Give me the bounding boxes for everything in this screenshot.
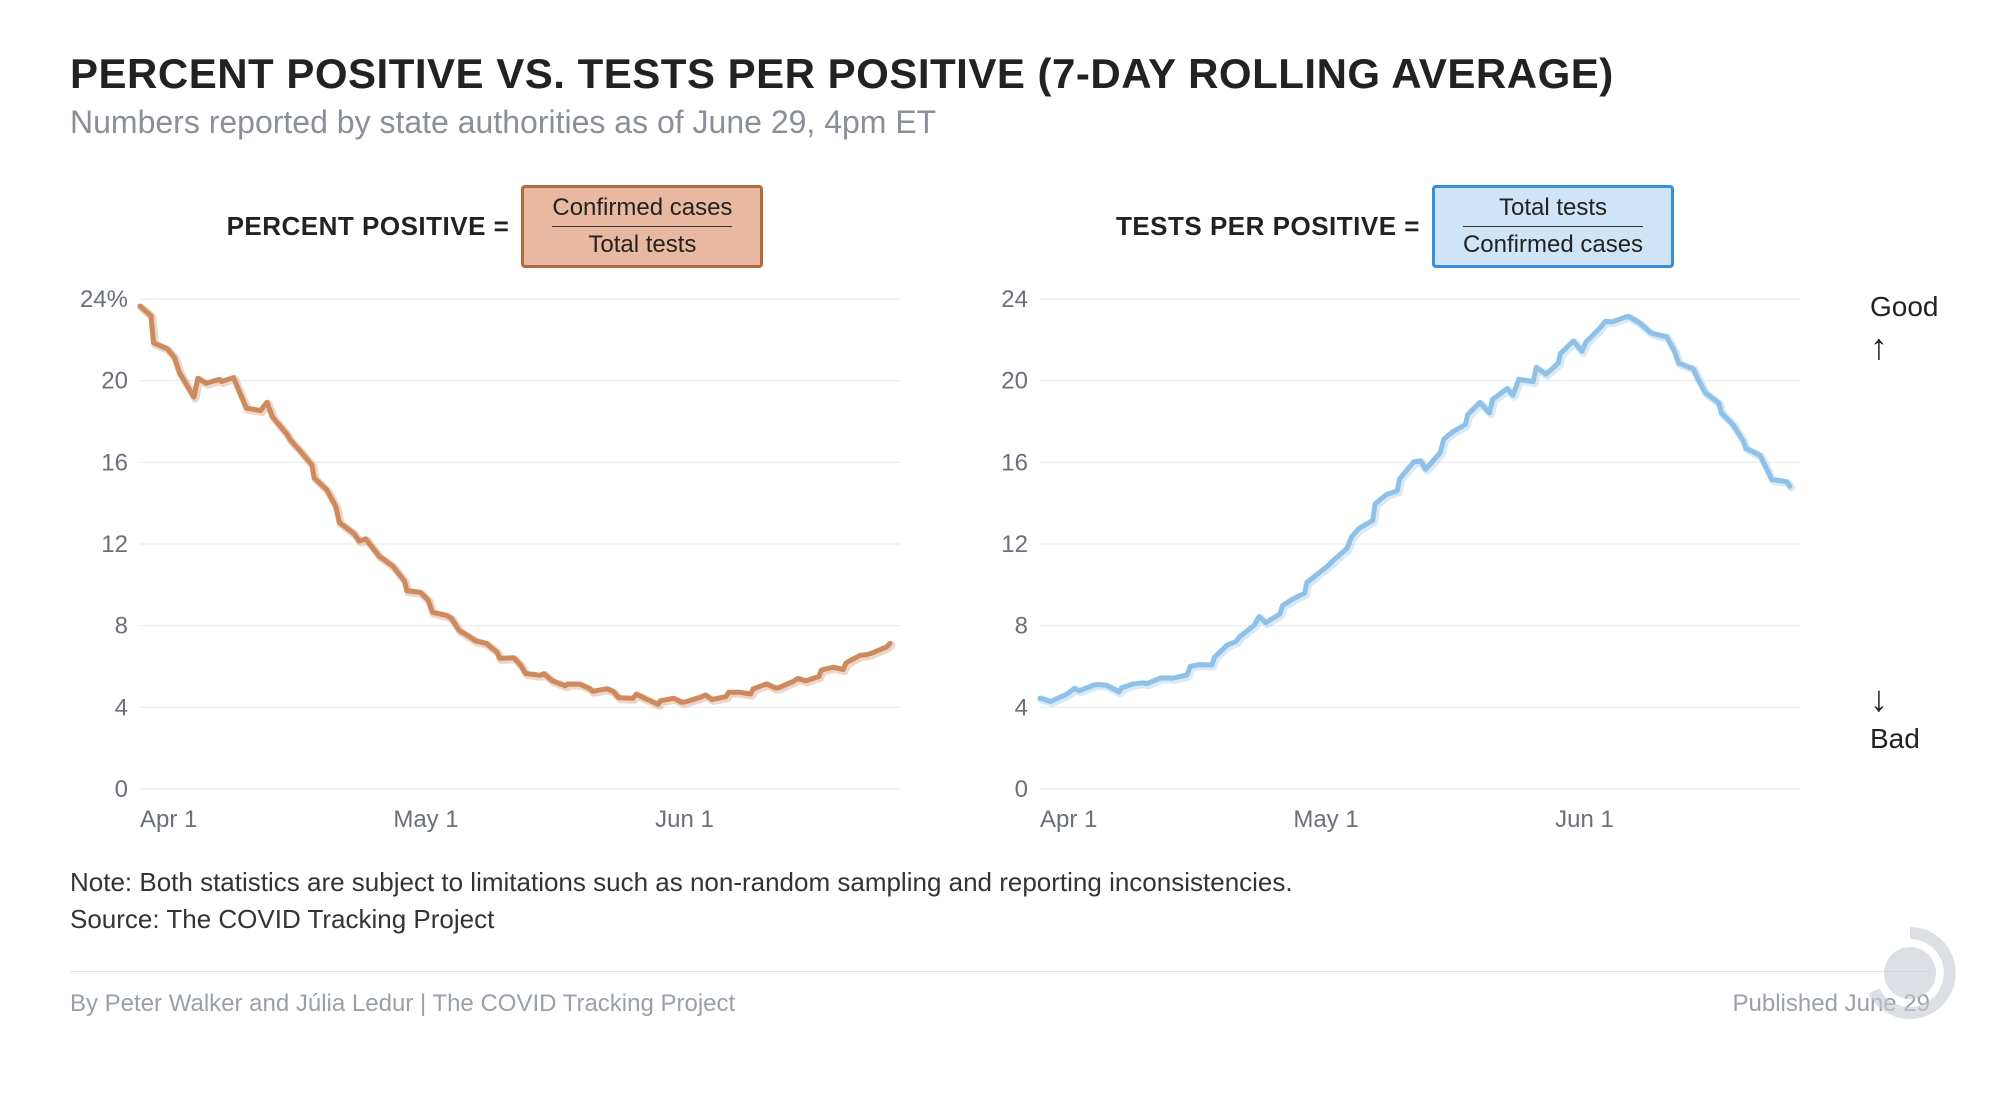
byline: By Peter Walker and Júlia Ledur | The CO…	[70, 990, 735, 1018]
chart-title: PERCENT POSITIVE VS. TESTS PER POSITIVE …	[70, 50, 1930, 98]
svg-text:24: 24	[1001, 289, 1028, 313]
svg-text:Jun 1: Jun 1	[655, 806, 714, 833]
svg-text:Apr 1: Apr 1	[140, 806, 197, 833]
chart-subtitle: Numbers reported by state authorities as…	[70, 104, 1930, 141]
svg-text:20: 20	[1001, 368, 1028, 395]
right-formula: TESTS PER POSITIVE = Total tests Confirm…	[970, 181, 1820, 271]
page: PERCENT POSITIVE VS. TESTS PER POSITIVE …	[0, 0, 2000, 1103]
good-label: Good	[1870, 291, 1939, 322]
source-text: Source: The COVID Tracking Project	[70, 904, 1930, 935]
right-chart: TESTS PER POSITIVE = Total tests Confirm…	[970, 181, 1820, 849]
logo-icon	[1860, 923, 1960, 1023]
left-chart: PERCENT POSITIVE = Confirmed cases Total…	[70, 181, 920, 849]
bad-label-block: ↓ Bad	[1870, 681, 1920, 755]
right-numerator: Total tests	[1463, 194, 1643, 227]
svg-text:May 1: May 1	[393, 806, 458, 833]
svg-text:16: 16	[101, 449, 128, 476]
svg-text:8: 8	[1015, 613, 1028, 640]
svg-text:Jun 1: Jun 1	[1555, 806, 1614, 833]
svg-text:4: 4	[115, 694, 128, 721]
svg-text:0: 0	[115, 776, 128, 803]
svg-text:May 1: May 1	[1293, 806, 1358, 833]
arrow-down-icon: ↓	[1870, 681, 1920, 717]
svg-text:20: 20	[101, 368, 128, 395]
svg-text:0: 0	[1015, 776, 1028, 803]
arrow-up-icon: ↑	[1870, 329, 1939, 365]
left-plot: 0 4 8 12 16 20 24% Apr 1 May 1 Jun 1	[70, 289, 920, 849]
note-text: Note: Both statistics are subject to lim…	[70, 867, 1930, 898]
left-denominator: Total tests	[552, 227, 732, 259]
svg-text:12: 12	[101, 531, 128, 558]
svg-text:24%: 24%	[80, 289, 128, 313]
right-denominator: Confirmed cases	[1463, 227, 1643, 259]
right-formula-label: TESTS PER POSITIVE =	[1116, 211, 1420, 242]
footer: By Peter Walker and Júlia Ledur | The CO…	[70, 971, 1930, 1018]
svg-text:4: 4	[1015, 694, 1028, 721]
good-bad-column: Good ↑ ↓ Bad	[1870, 181, 1930, 841]
left-numerator: Confirmed cases	[552, 194, 732, 227]
svg-text:Apr 1: Apr 1	[1040, 806, 1097, 833]
bad-label: Bad	[1870, 723, 1920, 754]
svg-text:8: 8	[115, 613, 128, 640]
charts-row: PERCENT POSITIVE = Confirmed cases Total…	[70, 181, 1930, 849]
good-label-block: Good ↑	[1870, 291, 1939, 365]
left-formula: PERCENT POSITIVE = Confirmed cases Total…	[70, 181, 920, 271]
right-plot: 0 4 8 12 16 20 24 Apr 1 May 1 Jun 1	[970, 289, 1820, 849]
left-fraction-box: Confirmed cases Total tests	[521, 185, 763, 268]
left-formula-label: PERCENT POSITIVE =	[227, 211, 510, 242]
svg-text:12: 12	[1001, 531, 1028, 558]
svg-text:16: 16	[1001, 449, 1028, 476]
right-fraction-box: Total tests Confirmed cases	[1432, 185, 1674, 268]
